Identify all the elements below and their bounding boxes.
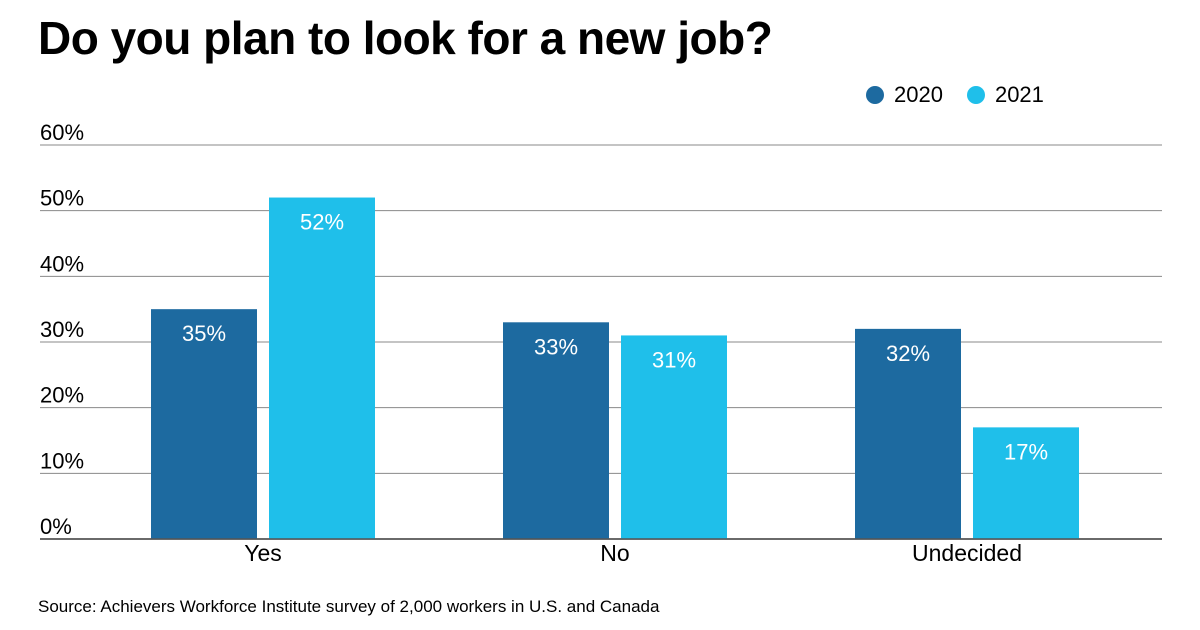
bar-value-label: 32%	[886, 341, 930, 366]
bar-value-label: 52%	[300, 210, 344, 235]
bar-2021-undecided	[973, 427, 1079, 539]
chart-legend: 2020 2021	[866, 82, 1068, 108]
bar-2020-yes	[151, 309, 257, 539]
y-tick-label: 10%	[40, 448, 84, 473]
bar-value-label: 31%	[652, 347, 696, 372]
bar-value-label: 33%	[534, 334, 578, 359]
legend-item-2021: 2021	[966, 82, 1044, 108]
bar-2021-no	[621, 335, 727, 539]
x-category-label: Undecided	[912, 540, 1022, 566]
bar-2020-undecided	[855, 328, 961, 539]
legend-label: 2020	[894, 82, 943, 107]
y-tick-label: 50%	[40, 186, 84, 211]
y-tick-label: 30%	[40, 317, 84, 342]
bar-2020-no	[503, 322, 609, 539]
source-note: Source: Achievers Workforce Institute su…	[38, 597, 660, 616]
x-category-label: No	[600, 540, 629, 566]
y-tick-label: 20%	[40, 383, 84, 408]
legend-item-2020: 2020	[866, 82, 943, 108]
bar-value-label: 17%	[1004, 439, 1048, 464]
legend-swatch	[966, 86, 985, 104]
bar-value-label: 35%	[182, 321, 226, 346]
chart-title: Do you plan to look for a new job?	[38, 12, 773, 64]
bar-2021-yes	[269, 197, 375, 540]
x-category-label: Yes	[244, 540, 282, 566]
y-tick-label: 60%	[40, 120, 84, 145]
legend-swatch	[866, 86, 884, 104]
y-tick-label: 40%	[40, 251, 84, 276]
legend-label: 2021	[994, 82, 1044, 107]
y-tick-label: 0%	[40, 514, 72, 539]
